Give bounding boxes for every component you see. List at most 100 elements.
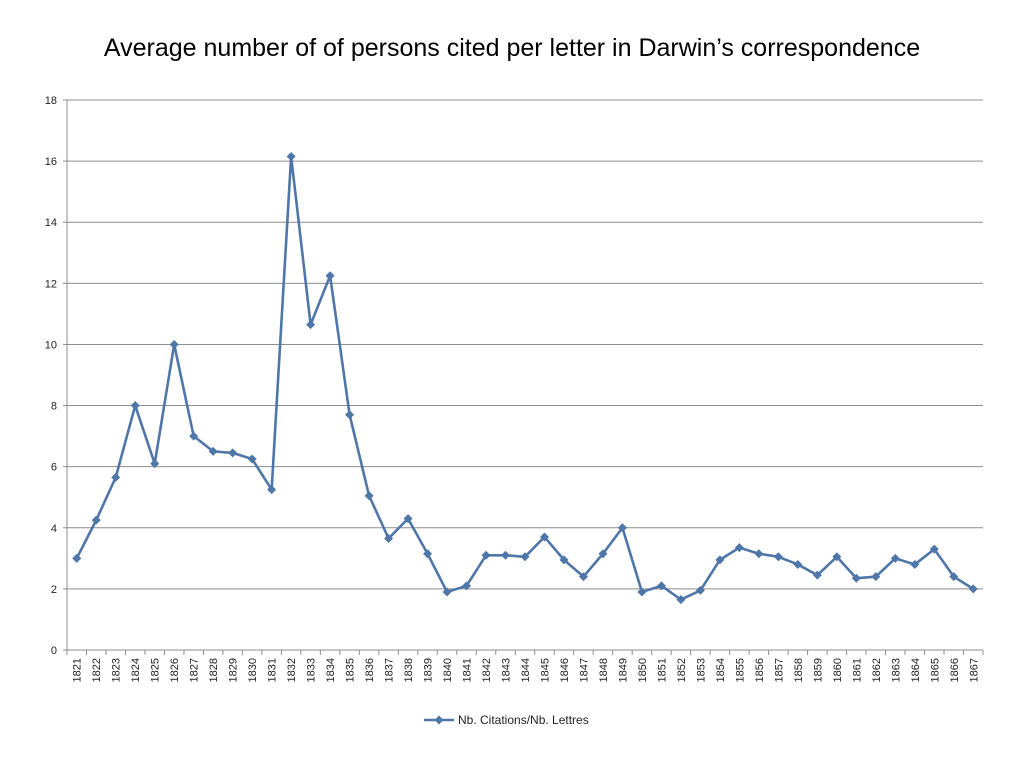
x-tick-label: 1832	[286, 658, 298, 682]
data-point	[949, 572, 959, 582]
data-point	[403, 514, 413, 524]
data-point	[150, 459, 160, 469]
x-tick-label: 1853	[695, 658, 707, 682]
x-tick-label: 1863	[890, 658, 902, 682]
data-point	[228, 448, 238, 458]
x-tick-label: 1836	[364, 658, 376, 682]
data-point	[345, 410, 355, 420]
series-layer	[72, 152, 978, 605]
x-tick-label: 1860	[832, 658, 844, 682]
x-tick-label: 1843	[501, 658, 513, 682]
data-point	[793, 559, 803, 569]
data-point	[734, 543, 744, 553]
y-tick-label: 14	[45, 217, 57, 229]
data-point	[676, 595, 686, 605]
data-point	[929, 544, 939, 554]
data-point	[890, 553, 900, 563]
x-tick-label: 1828	[208, 658, 220, 682]
x-tick-label: 1850	[637, 658, 649, 682]
x-tick-label: 1849	[617, 658, 629, 682]
y-tick-label: 10	[45, 339, 57, 351]
x-tick-label: 1852	[676, 658, 688, 682]
data-point	[832, 552, 842, 562]
data-point	[325, 271, 335, 281]
x-tick-label: 1838	[403, 658, 415, 682]
x-tick-label: 1862	[871, 658, 883, 682]
data-point	[130, 401, 140, 411]
x-tick-label: 1821	[72, 658, 84, 682]
data-point	[637, 587, 647, 597]
x-tick-label: 1831	[267, 658, 279, 682]
x-tick-label: 1824	[130, 658, 142, 682]
data-point	[91, 515, 101, 525]
x-tick-label: 1825	[150, 658, 162, 682]
y-tick-label: 12	[45, 278, 57, 290]
data-point	[481, 550, 491, 560]
legend-marker	[434, 715, 444, 725]
x-tick-label: 1841	[462, 658, 474, 682]
x-tick-label: 1865	[929, 658, 941, 682]
x-tick-label: 1855	[734, 658, 746, 682]
x-tick-label: 1826	[169, 658, 181, 682]
x-tick-label: 1845	[539, 658, 551, 682]
x-tick-label: 1837	[384, 658, 396, 682]
x-tick-label: 1827	[189, 658, 201, 682]
y-tick-label: 6	[51, 462, 57, 474]
x-tick-label: 1823	[111, 658, 123, 682]
y-tick-label: 18	[45, 95, 57, 107]
data-point	[968, 584, 978, 594]
data-point	[267, 485, 277, 495]
x-tick-label: 1842	[481, 658, 493, 682]
data-point	[423, 549, 433, 559]
data-point	[306, 320, 316, 330]
y-tick-label: 8	[51, 401, 57, 413]
data-point	[754, 549, 764, 559]
data-point	[656, 581, 666, 591]
y-tick-label: 16	[45, 156, 57, 168]
data-point	[442, 587, 452, 597]
x-tick-label: 1864	[910, 658, 922, 682]
x-tick-label: 1851	[656, 658, 668, 682]
data-point	[189, 431, 199, 441]
x-tick-label: 1854	[715, 658, 727, 682]
data-point	[871, 572, 881, 582]
y-tick-label: 2	[51, 584, 57, 596]
data-point	[812, 570, 822, 580]
data-point	[910, 559, 920, 569]
data-point	[501, 550, 511, 560]
data-point	[247, 454, 257, 464]
x-tick-label: 1830	[247, 658, 259, 682]
data-point	[462, 581, 472, 591]
gridlines	[67, 99, 983, 590]
x-tick-label: 1867	[968, 658, 980, 682]
data-point	[617, 523, 627, 533]
y-tick-labels: 0 2 4 6 8 10 12 14 16 18	[45, 95, 57, 657]
data-point	[286, 152, 296, 162]
data-point	[773, 552, 783, 562]
data-point	[169, 339, 179, 349]
x-tick-label: 1829	[228, 658, 240, 682]
data-point	[208, 446, 218, 456]
data-point	[695, 585, 705, 595]
data-point	[578, 572, 588, 582]
data-point	[851, 573, 861, 583]
x-tick-label: 1846	[559, 658, 571, 682]
data-point	[364, 491, 374, 501]
y-tick-label: 4	[51, 523, 57, 535]
x-tick-label: 1834	[325, 658, 337, 682]
x-tick-label: 1858	[793, 658, 805, 682]
series-line	[75, 155, 974, 601]
axes	[63, 99, 984, 655]
data-point	[539, 532, 549, 542]
x-tick-label: 1822	[91, 658, 103, 682]
x-tick-label: 1859	[812, 658, 824, 682]
x-tick-label: 1848	[598, 658, 610, 682]
x-tick-label: 1866	[949, 658, 961, 682]
legend-label: Nb. Citations/Nb. Lettres	[458, 713, 589, 727]
x-tick-label: 1857	[773, 658, 785, 682]
x-tick-label: 1861	[851, 658, 863, 682]
chart-title: Average number of of persons cited per l…	[103, 34, 921, 62]
data-point	[559, 555, 569, 565]
data-point	[72, 553, 82, 563]
